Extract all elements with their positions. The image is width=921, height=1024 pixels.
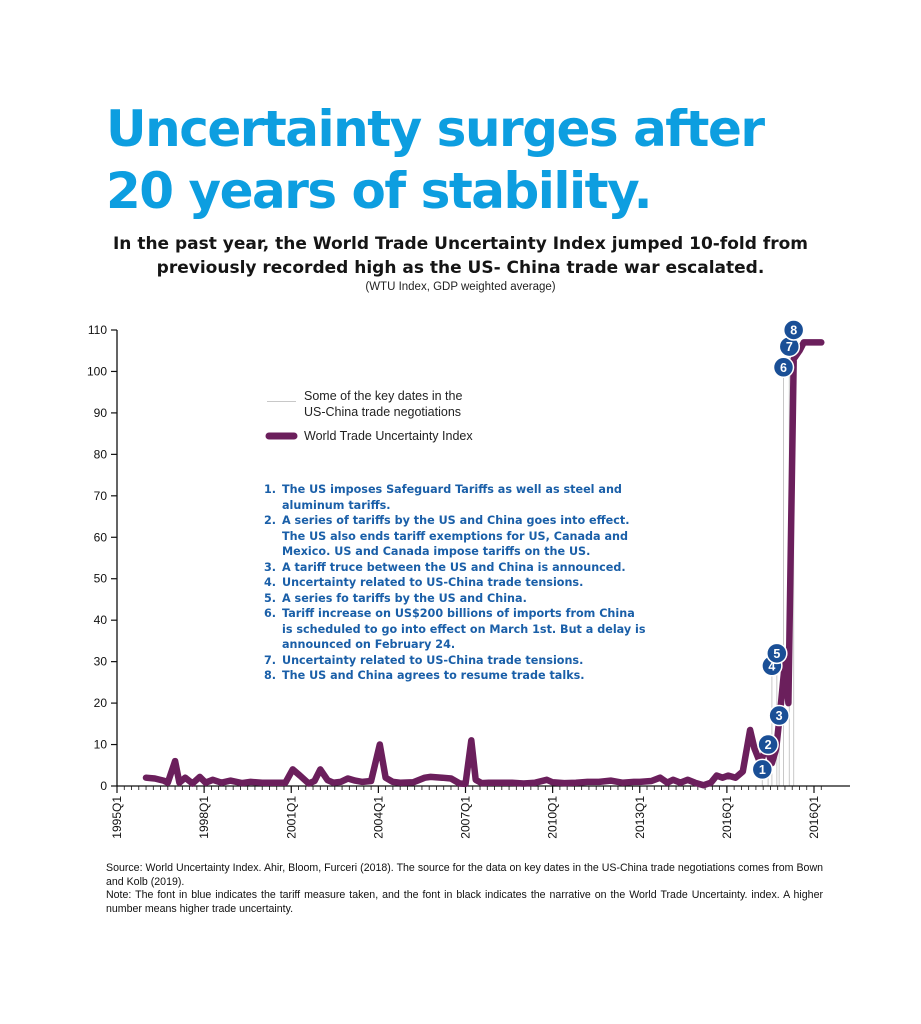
- source-block: Source: World Uncertainty Index. Ahir, B…: [106, 862, 823, 916]
- key-date-marker-2: 2: [757, 733, 779, 756]
- legend-key-dates-line-1: Some of the key dates in the: [304, 389, 462, 403]
- y-tick-label: 10: [94, 738, 108, 752]
- marker-label: 3: [776, 709, 783, 723]
- note-text: The US imposes Safeguard Tariffs as well…: [282, 482, 622, 513]
- y-tick-label: 50: [94, 572, 108, 586]
- note-text: A series fo tariffs by the US and China.: [282, 591, 527, 607]
- x-tick-label: 2007Q1: [459, 796, 473, 839]
- note-item-4: 4. Uncertainty related to US-China trade …: [264, 575, 664, 591]
- note-item-3: 3. A tariff truce between the US and Chin…: [264, 560, 664, 576]
- x-tick-label: 2013Q1: [633, 796, 647, 839]
- marker-label: 4: [768, 659, 775, 673]
- title-line-1: Uncertainty surges after: [106, 100, 765, 158]
- key-dates-notes: 1. The US imposes Safeguard Tariffs as we…: [264, 482, 664, 684]
- marker-label: 2: [765, 738, 772, 752]
- note-number: 8.: [264, 669, 277, 682]
- x-tick-label: 2004Q1: [371, 796, 385, 839]
- marker-label: 1: [759, 763, 766, 777]
- x-tick-label: 1998Q1: [197, 796, 211, 839]
- y-tick-label: 100: [87, 364, 107, 378]
- y-tick-label: 30: [94, 655, 108, 669]
- chart-subtitle: In the past year, the World Trade Uncert…: [60, 232, 861, 280]
- legend-index-label: World Trade Uncertainty Index: [304, 429, 473, 443]
- y-tick-label: 90: [94, 406, 108, 420]
- series-line-wtu-index: [142, 339, 825, 789]
- marker-circle: [782, 319, 805, 341]
- note-text: Uncertainty related to US-China trade te…: [282, 575, 583, 591]
- note-item-6: 6. Tariff increase on US$200 billions of …: [264, 606, 664, 653]
- x-tick-label: 2016Q1: [807, 796, 821, 839]
- note-item-8: 8. The US and China agrees to resume trad…: [264, 668, 664, 684]
- x-tick-label: 2016Q1: [720, 796, 734, 839]
- x-axis: 1995Q1 1998Q1 2001Q1 2004Q1 2007Q1 2010Q1 2013…: [110, 786, 822, 839]
- marker-label: 8: [790, 324, 797, 338]
- key-date-marker-1: 1: [751, 758, 774, 781]
- marker-label: 7: [786, 340, 793, 354]
- y-tick-label: 20: [94, 696, 108, 710]
- marker-circle: [751, 758, 774, 781]
- note-line: A series of tariffs by the US and China …: [282, 514, 630, 527]
- marker-circle: [768, 704, 790, 727]
- note-line: The US also ends tariff exemptions for U…: [282, 529, 629, 543]
- note-line: Mexico. US and Canada impose tariffs on …: [282, 545, 591, 558]
- note-number: 2.: [264, 514, 277, 527]
- note-number: 4.: [264, 576, 277, 589]
- note-line: The US imposes Safeguard Tariffs as well…: [282, 483, 622, 496]
- note-line: Uncertainty related to US-China trade te…: [282, 576, 584, 589]
- note-number: 7.: [264, 653, 277, 667]
- note-line: Uncertainty related to US-China trade te…: [282, 653, 584, 667]
- note-item-7: 7. Uncertainty related to US-China trade …: [264, 653, 664, 669]
- note-number: 5.: [264, 591, 277, 605]
- series-group: [142, 339, 825, 789]
- key-date-marker-8: 8: [782, 319, 805, 341]
- y-tick-label: 0: [100, 779, 107, 793]
- key-date-marker-5: 5: [766, 642, 788, 665]
- note-text: Note: The font in blue indicates the tar…: [106, 889, 823, 915]
- note-item-1: 1. The US imposes Safeguard Tariffs as we…: [264, 482, 664, 513]
- x-tick-label: 2001Q1: [284, 796, 298, 839]
- key-date-marker-6: 6: [772, 356, 795, 379]
- note-line: The US and China agrees to resume trade …: [282, 669, 585, 682]
- marker-circle: [772, 356, 795, 379]
- note-line: Tariff increase on US$200 billions of im…: [282, 607, 635, 620]
- y-tick-label: 40: [94, 613, 108, 627]
- title-line-2: 20 years of stability.: [106, 162, 653, 220]
- marker-label: 6: [780, 361, 787, 375]
- note-text: A series of tariffs by the US and China …: [282, 513, 630, 560]
- x-tick-label: 1995Q1: [110, 796, 124, 839]
- legend: Some of the key dates in the US-China tr…: [265, 389, 473, 443]
- key-date-marker-3: 3: [768, 704, 790, 727]
- subtitle-line-1: In the past year, the World Trade Uncert…: [112, 234, 809, 254]
- marker-circle: [766, 642, 788, 665]
- marker-circle: [757, 733, 779, 756]
- note-line: announced on February 24.: [282, 638, 456, 651]
- note-line: A tariff truce between the US and China …: [282, 560, 626, 574]
- y-tick-label: 60: [94, 530, 108, 544]
- note-number: 3.: [264, 560, 277, 574]
- source-text: Source: World Uncertainty Index. Ahir, B…: [106, 862, 823, 888]
- note-number: 1.: [264, 483, 277, 496]
- note-item-2: 2. A series of tariffs by the US and Chin…: [264, 513, 664, 560]
- x-tick-label: 2010Q1: [546, 796, 560, 839]
- units-label: (WTU Index, GDP weighted average): [365, 281, 556, 293]
- note-text: The US and China agrees to resume trade …: [282, 668, 585, 684]
- note-line: A series fo tariffs by the US and China.: [282, 591, 527, 605]
- note-item-5: 5. A series fo tariffs by the US and Chin…: [264, 591, 664, 607]
- y-tick-label: 70: [94, 489, 108, 503]
- subtitle-line-2: previously recorded high as the US- Chin…: [156, 258, 765, 278]
- y-tick-label: 80: [94, 447, 108, 461]
- note-number: 6.: [264, 607, 277, 620]
- chart-title: Uncertainty surges after 20 years of sta…: [106, 98, 765, 222]
- note-text: A tariff truce between the US and China …: [282, 560, 626, 576]
- y-axis: 0 10 20 30 40 50 60 70 80 90 100 110: [87, 323, 117, 793]
- marker-label: 5: [773, 647, 780, 661]
- legend-key-dates-line-2: US-China trade negotiations: [304, 405, 461, 419]
- note-line: aluminum tariffs.: [282, 498, 391, 512]
- note-text: Tariff increase on US$200 billions of im…: [282, 606, 646, 653]
- note-line: is scheduled to go into effect on March …: [282, 622, 646, 636]
- note-text: Uncertainty related to US-China trade te…: [282, 653, 583, 669]
- key-date-markers: 1 2 3 45 6 7 8: [751, 319, 805, 781]
- y-tick-label: 110: [88, 323, 107, 337]
